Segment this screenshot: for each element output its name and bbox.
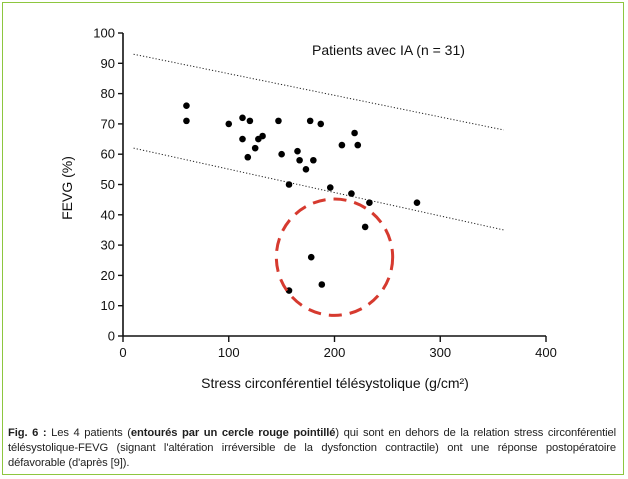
reference-lines	[133, 53, 504, 231]
reference-line	[133, 147, 504, 231]
axes: 0 10 20 30 40 50 60 70 80 90 100 0 100 200 300 400	[93, 26, 557, 361]
scatter-chart: 0 10 20 30 40 50 60 70 80 90 100 0 100 200 300 400 Pati…	[59, 26, 557, 392]
data-point	[275, 117, 282, 125]
data-point	[278, 150, 285, 158]
data-point	[413, 199, 421, 206]
data-point	[348, 190, 355, 197]
y-tick-label: 30	[101, 238, 115, 253]
x-axis-label: Stress circonférentiel télésystolique (g…	[201, 375, 469, 391]
data-point	[294, 147, 301, 155]
y-tick-label: 70	[101, 116, 115, 131]
data-point	[239, 114, 246, 122]
figure-caption: Fig. 6 : Les 4 patients (entourés par un…	[8, 426, 616, 471]
data-point	[183, 117, 190, 125]
data-point	[307, 253, 315, 261]
reference-line	[133, 53, 504, 131]
x-tick-label: 0	[119, 345, 126, 360]
y-tick-label: 40	[101, 207, 115, 222]
y-tick-label: 0	[108, 329, 115, 344]
y-tick-label: 50	[101, 177, 115, 192]
y-tick-label: 100	[93, 26, 115, 41]
caption-label: Fig. 6 :	[8, 427, 47, 439]
highlight-group	[274, 197, 395, 317]
data-point	[361, 223, 369, 231]
data-point	[318, 281, 326, 288]
x-tick-label: 400	[535, 345, 557, 360]
data-point	[338, 141, 346, 149]
y-axis-label: FEVG (%)	[59, 156, 75, 220]
y-tick-label: 90	[101, 56, 115, 71]
data-point	[246, 117, 254, 125]
caption-text-bold: entourés par un cercle rouge pointillé	[130, 427, 336, 439]
data-point	[302, 166, 310, 173]
data-point	[354, 141, 362, 149]
y-tick-label: 80	[101, 86, 115, 101]
x-tick-label: 100	[218, 345, 240, 360]
x-tick-label: 300	[429, 345, 451, 360]
data-point	[306, 117, 314, 125]
data-point	[285, 181, 293, 188]
caption-text-pre: Les 4 patients (	[46, 427, 131, 439]
y-tick-label: 20	[101, 268, 115, 283]
y-tick-label: 10	[101, 298, 115, 313]
data-point	[351, 129, 358, 137]
caption-text-post: ) qui sont en dehors de la relation stre…	[8, 427, 617, 469]
chart-annotation: Patients avec IA (n = 31)	[312, 42, 465, 58]
data-points	[183, 102, 421, 294]
y-tick-label: 60	[101, 147, 115, 162]
data-point	[259, 132, 266, 140]
data-point	[326, 184, 334, 191]
data-point	[296, 156, 303, 164]
data-point	[366, 199, 373, 206]
data-point	[183, 102, 190, 110]
data-point	[310, 156, 317, 164]
data-point	[251, 144, 259, 152]
x-tick-label: 200	[324, 345, 346, 360]
figure-frame	[2, 2, 624, 475]
data-point	[317, 120, 325, 128]
data-point	[244, 153, 252, 161]
highlight-circle	[274, 197, 395, 317]
data-point	[225, 120, 233, 128]
data-point	[239, 135, 246, 143]
